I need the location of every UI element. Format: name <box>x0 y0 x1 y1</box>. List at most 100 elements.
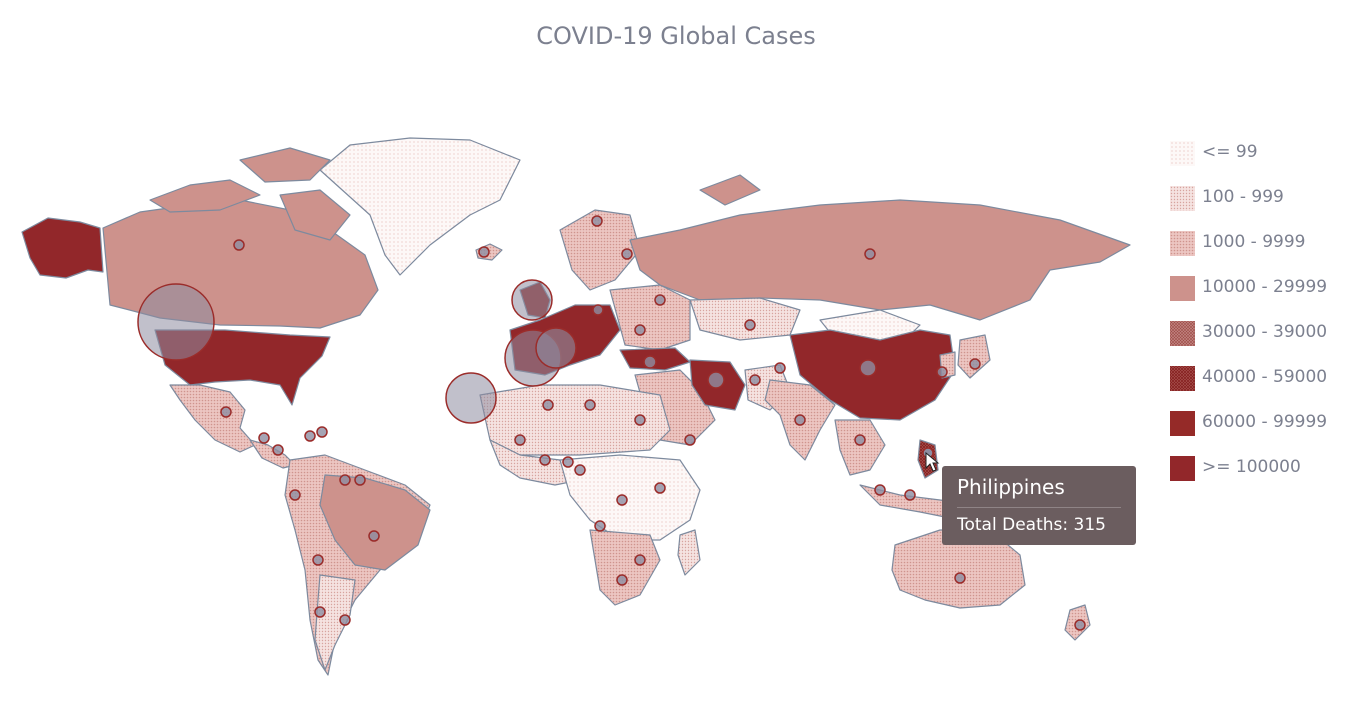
case-bubble[interactable] <box>304 430 316 442</box>
case-bubble[interactable] <box>584 399 596 411</box>
legend-swatch <box>1170 411 1195 436</box>
case-bubble[interactable] <box>220 406 232 418</box>
case-bubble[interactable] <box>616 574 628 586</box>
case-bubble[interactable] <box>634 554 646 566</box>
mouse-pointer-icon <box>925 452 940 472</box>
case-bubble[interactable] <box>539 454 551 466</box>
legend-item[interactable]: >= 100000 <box>1170 453 1360 483</box>
case-bubble[interactable] <box>478 246 490 258</box>
country-se-asia[interactable] <box>834 419 886 476</box>
case-bubble[interactable] <box>316 426 328 438</box>
legend-swatch <box>1170 276 1195 301</box>
legend-item[interactable]: <= 99 <box>1170 138 1360 168</box>
case-bubble[interactable] <box>654 294 666 306</box>
legend-swatch <box>1170 366 1195 391</box>
case-bubble[interactable] <box>137 283 215 361</box>
country-scandinavia[interactable] <box>559 209 641 291</box>
legend-swatch <box>1170 231 1195 256</box>
case-bubble[interactable] <box>774 362 786 374</box>
case-bubble[interactable] <box>368 530 380 542</box>
country-central-america[interactable] <box>249 439 296 469</box>
legend-label: 60000 - 99999 <box>1202 412 1328 432</box>
country-brazil[interactable] <box>319 474 431 571</box>
case-bubble[interactable] <box>511 279 553 321</box>
legend-label: 30000 - 39000 <box>1202 322 1328 342</box>
country-baffin[interactable] <box>279 189 351 241</box>
legend-swatch <box>1170 456 1195 481</box>
case-bubble[interactable] <box>312 554 324 566</box>
country-alaska[interactable] <box>21 217 104 279</box>
case-bubble[interactable] <box>749 374 761 386</box>
country-kazakhstan[interactable] <box>689 297 801 341</box>
case-bubble[interactable] <box>954 572 966 584</box>
country-canada-arctic-2[interactable] <box>239 147 331 183</box>
tooltip-title: Philippines <box>957 475 1065 499</box>
case-bubble[interactable] <box>562 456 574 468</box>
case-bubble[interactable] <box>514 434 526 446</box>
case-bubble[interactable] <box>654 482 666 494</box>
legend-label: 40000 - 59000 <box>1202 367 1328 387</box>
tooltip-divider <box>957 507 1121 508</box>
case-bubble[interactable] <box>969 358 981 370</box>
country-madagascar[interactable] <box>677 529 701 576</box>
case-bubble[interactable] <box>594 520 606 532</box>
legend-swatch <box>1170 141 1195 166</box>
case-bubble[interactable] <box>684 434 696 446</box>
country-canada-arctic-1[interactable] <box>149 179 261 213</box>
country-argentina[interactable] <box>314 574 356 671</box>
legend-swatch <box>1170 321 1195 346</box>
map-title: COVID-19 Global Cases <box>536 22 816 50</box>
case-bubble[interactable] <box>233 239 245 251</box>
case-bubble[interactable] <box>874 484 886 496</box>
case-bubble[interactable] <box>936 366 948 378</box>
case-bubble[interactable] <box>314 606 326 618</box>
case-bubble[interactable] <box>634 324 646 336</box>
case-bubble[interactable] <box>621 248 633 260</box>
case-bubble[interactable] <box>859 359 877 377</box>
country-europe-east[interactable] <box>609 284 691 351</box>
case-bubble[interactable] <box>707 371 725 389</box>
case-bubble[interactable] <box>591 215 603 227</box>
case-bubble[interactable] <box>1074 619 1086 631</box>
tooltip-value: Total Deaths: 315 <box>957 515 1106 535</box>
country-russia-novaya[interactable] <box>699 174 761 206</box>
legend-label: 100 - 999 <box>1202 187 1284 207</box>
case-bubble[interactable] <box>542 399 554 411</box>
case-bubble[interactable] <box>289 489 301 501</box>
case-bubble[interactable] <box>592 304 604 316</box>
legend-item[interactable]: 40000 - 59000 <box>1170 363 1360 393</box>
legend-label: 10000 - 29999 <box>1202 277 1328 297</box>
legend-label: 1000 - 9999 <box>1202 232 1306 252</box>
legend-item[interactable]: 100 - 999 <box>1170 183 1360 213</box>
case-bubble[interactable] <box>354 474 366 486</box>
case-bubble[interactable] <box>744 319 756 331</box>
legend-item[interactable]: 30000 - 39000 <box>1170 318 1360 348</box>
case-bubble[interactable] <box>854 434 866 446</box>
case-bubble[interactable] <box>634 414 646 426</box>
case-bubble[interactable] <box>794 414 806 426</box>
case-bubble[interactable] <box>339 474 351 486</box>
case-bubble[interactable] <box>643 355 657 369</box>
legend-swatch <box>1170 186 1195 211</box>
legend-label: >= 100000 <box>1202 457 1301 477</box>
country-central-africa[interactable] <box>559 454 701 541</box>
case-bubble[interactable] <box>258 432 270 444</box>
legend-item[interactable]: 60000 - 99999 <box>1170 408 1360 438</box>
case-bubble[interactable] <box>864 248 876 260</box>
case-bubble[interactable] <box>445 372 497 424</box>
case-bubble[interactable] <box>904 489 916 501</box>
legend-label: <= 99 <box>1202 142 1258 162</box>
case-bubble[interactable] <box>339 614 351 626</box>
country-greenland[interactable] <box>319 137 521 276</box>
case-bubble[interactable] <box>616 494 628 506</box>
country-south-africa[interactable] <box>589 529 661 606</box>
case-bubble[interactable] <box>535 327 577 369</box>
legend-item[interactable]: 10000 - 29999 <box>1170 273 1360 303</box>
case-bubble[interactable] <box>574 464 586 476</box>
legend-item[interactable]: 1000 - 9999 <box>1170 228 1360 258</box>
country-mexico[interactable] <box>169 384 256 453</box>
country-japan[interactable] <box>957 334 991 379</box>
case-bubble[interactable] <box>272 444 284 456</box>
country-tooltip: Philippines Total Deaths: 315 <box>942 466 1136 545</box>
